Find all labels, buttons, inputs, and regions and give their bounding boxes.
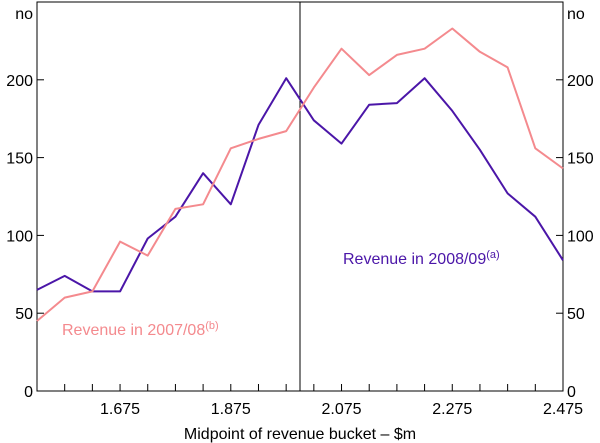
x-tick-label: 2.475 (543, 401, 583, 418)
series-line-2008-09 (36, 77, 564, 293)
y-tick-label-left: 50 (15, 306, 33, 323)
y-tick-label-left: 100 (6, 228, 33, 245)
chart-ticks (37, 79, 564, 392)
y-tick-label-left: 0 (24, 384, 33, 401)
chart-series (36, 27, 564, 322)
series-line-2007-08 (36, 27, 564, 322)
y-tick-label-right: 200 (567, 73, 594, 90)
x-tick-label: 2.075 (322, 401, 362, 418)
x-tick-label: 2.275 (432, 401, 472, 418)
chart-labels: 0 0 50 50 100 100 150 150 200 200 no no 1.675 1.875 2.… (6, 6, 594, 443)
x-tick-label: 1.875 (211, 401, 251, 418)
y-tick-label-right: 150 (567, 151, 594, 168)
y-axis-label-right: no (567, 6, 585, 23)
series-label-footnote: (b) (205, 320, 218, 332)
chart-axes (36, 1, 564, 392)
series-label-2007-08: Revenue in 2007/08(b) (62, 320, 219, 339)
x-tick-label: 1.675 (100, 401, 140, 418)
y-tick-label-left: 150 (6, 151, 33, 168)
y-tick-label-left: 200 (6, 73, 33, 90)
y-axis-label-left: no (15, 6, 33, 23)
x-axis-title: Midpoint of revenue bucket – $m (184, 426, 416, 443)
series-label-2008-09: Revenue in 2008/09(a) (343, 249, 500, 268)
series-label-footnote: (a) (486, 249, 499, 261)
y-tick-label-right: 50 (567, 306, 585, 323)
y-tick-label-right: 100 (567, 228, 594, 245)
y-tick-label-right: 0 (567, 384, 576, 401)
